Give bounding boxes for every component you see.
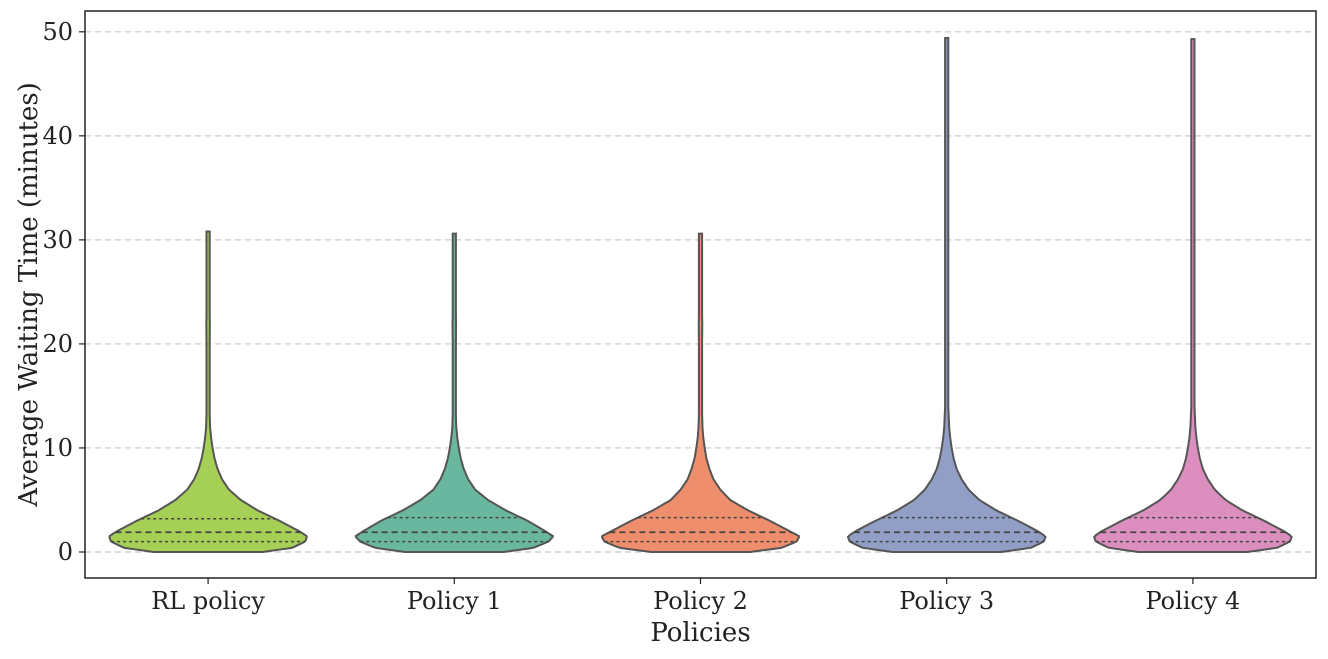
- y-tick-label: 30: [42, 226, 73, 254]
- x-tick-label: Policy 4: [1145, 587, 1240, 615]
- y-tick-label: 10: [42, 434, 73, 462]
- violins: [108, 37, 1293, 553]
- violin-body: [354, 232, 555, 553]
- x-tick-label: Policy 3: [899, 587, 994, 615]
- x-tick-label: Policy 1: [407, 587, 502, 615]
- violin-policy-4: [1092, 38, 1293, 553]
- violin-body: [1092, 38, 1293, 553]
- violin-policy-3: [846, 37, 1047, 553]
- y-axis-ticks: 0 10 20 30 40 50: [42, 18, 85, 566]
- violin-body: [846, 37, 1047, 553]
- violin-rl-policy: [108, 230, 308, 553]
- y-axis-label: Average Waiting Time (minutes): [14, 82, 44, 508]
- y-tick-label: 40: [42, 122, 73, 150]
- y-tick-label: 50: [42, 18, 73, 46]
- x-axis-label: Policies: [650, 618, 750, 648]
- x-tick-label: RL policy: [151, 587, 265, 615]
- violin-body: [601, 232, 800, 553]
- violin-policy-2: [601, 232, 800, 553]
- violin-body: [108, 230, 308, 553]
- violin-policy-1: [354, 232, 555, 553]
- x-tick-label: Policy 2: [653, 587, 748, 615]
- x-axis-ticks: RL policy Policy 1 Policy 2 Policy 3 Policy …: [151, 578, 1240, 615]
- y-tick-label: 0: [58, 538, 73, 566]
- y-tick-label: 20: [42, 330, 73, 358]
